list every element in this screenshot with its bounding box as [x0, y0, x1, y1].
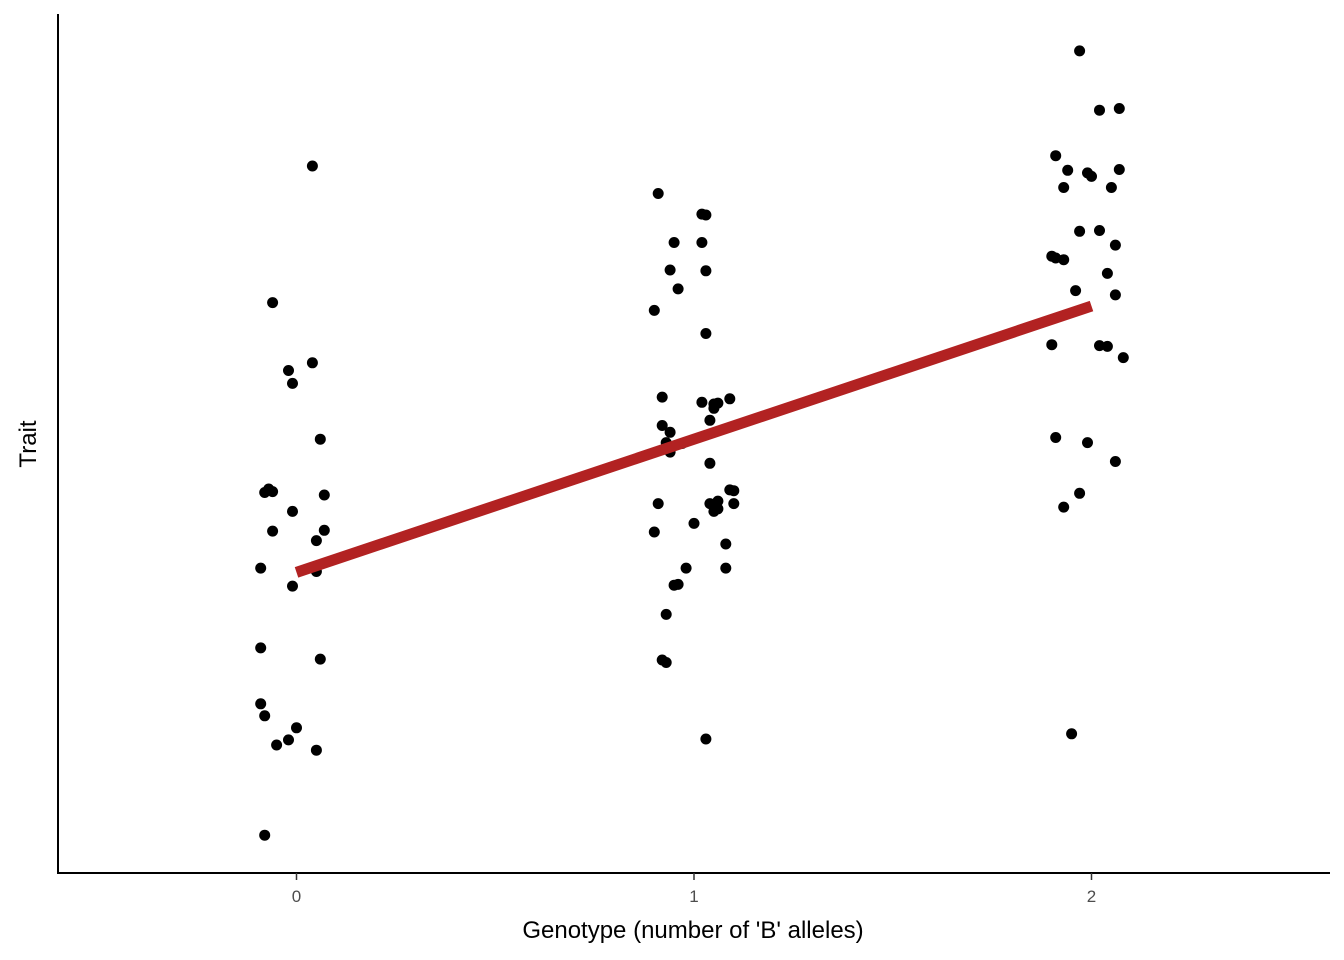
- data-point: [1066, 728, 1078, 740]
- data-point: [708, 402, 720, 414]
- data-point: [1050, 432, 1062, 443]
- data-point: [287, 377, 298, 389]
- data-point: [291, 722, 302, 734]
- data-point: [700, 328, 712, 339]
- data-point: [720, 538, 732, 550]
- x-tick-label: 2: [1087, 887, 1096, 906]
- data-point: [1105, 182, 1117, 193]
- data-point: [1050, 150, 1062, 162]
- data-point: [708, 505, 720, 517]
- data-point: [724, 393, 736, 405]
- data-point: [1070, 285, 1082, 297]
- data-point: [255, 698, 267, 710]
- data-point: [696, 396, 708, 408]
- data-point: [1074, 45, 1086, 57]
- points-layer: [255, 45, 1129, 841]
- data-point: [1101, 340, 1113, 352]
- data-point: [1058, 501, 1070, 513]
- data-point: [680, 562, 692, 574]
- x-axis-title: Genotype (number of 'B' alleles): [522, 917, 863, 944]
- data-point: [1058, 254, 1070, 266]
- data-point: [704, 414, 716, 426]
- data-point: [1074, 487, 1086, 499]
- data-point: [1109, 289, 1121, 301]
- y-axis-title: Trait: [15, 420, 42, 467]
- data-point: [652, 188, 664, 199]
- data-point: [700, 733, 712, 745]
- data-point: [1109, 456, 1121, 467]
- data-point: [267, 525, 279, 537]
- data-point: [1046, 339, 1058, 351]
- data-point: [1094, 340, 1105, 352]
- data-point: [664, 426, 676, 438]
- regression-line: [294, 300, 1094, 578]
- data-point: [1082, 437, 1093, 449]
- data-point: [700, 209, 712, 221]
- data-point: [660, 657, 672, 668]
- data-point: [283, 734, 294, 746]
- data-point: [1094, 104, 1105, 116]
- data-point: [255, 642, 267, 654]
- data-point: [306, 160, 318, 172]
- data-point: [656, 391, 668, 403]
- data-point: [318, 489, 330, 501]
- data-point: [314, 653, 326, 665]
- data-point: [310, 744, 322, 756]
- data-point: [1113, 164, 1125, 175]
- x-ticks: 0 1 2: [292, 873, 1096, 906]
- data-point: [668, 237, 680, 248]
- data-point: [259, 710, 271, 722]
- data-point: [656, 420, 668, 431]
- data-point: [1074, 225, 1086, 237]
- data-point: [648, 526, 660, 538]
- data-point: [1094, 225, 1105, 236]
- data-point: [652, 498, 664, 510]
- data-point: [259, 829, 271, 841]
- data-point: [1109, 239, 1121, 251]
- data-point: [287, 505, 298, 517]
- data-point: [704, 457, 716, 469]
- data-point: [696, 237, 708, 248]
- data-point: [1058, 182, 1070, 193]
- data-point: [688, 517, 700, 529]
- data-point: [664, 264, 676, 276]
- x-tick-label: 0: [292, 887, 301, 906]
- data-point: [287, 580, 298, 592]
- data-point: [720, 562, 732, 574]
- data-point: [700, 265, 712, 277]
- data-point: [672, 283, 684, 295]
- data-point: [314, 433, 326, 445]
- data-point: [267, 486, 279, 498]
- data-point: [660, 608, 672, 620]
- data-point: [1101, 267, 1113, 279]
- data-point: [1086, 170, 1097, 182]
- data-point: [255, 562, 267, 574]
- data-point: [728, 498, 740, 510]
- data-point: [310, 535, 322, 547]
- data-point: [271, 739, 283, 751]
- data-point: [283, 365, 294, 376]
- data-point: [318, 524, 330, 536]
- data-point: [1062, 164, 1074, 176]
- x-tick-label: 1: [689, 887, 698, 906]
- data-point: [668, 579, 680, 591]
- data-point: [1117, 352, 1129, 364]
- data-point: [1113, 103, 1125, 114]
- data-point: [648, 304, 660, 316]
- data-point: [728, 485, 740, 497]
- data-point: [267, 297, 279, 309]
- data-point: [306, 357, 318, 369]
